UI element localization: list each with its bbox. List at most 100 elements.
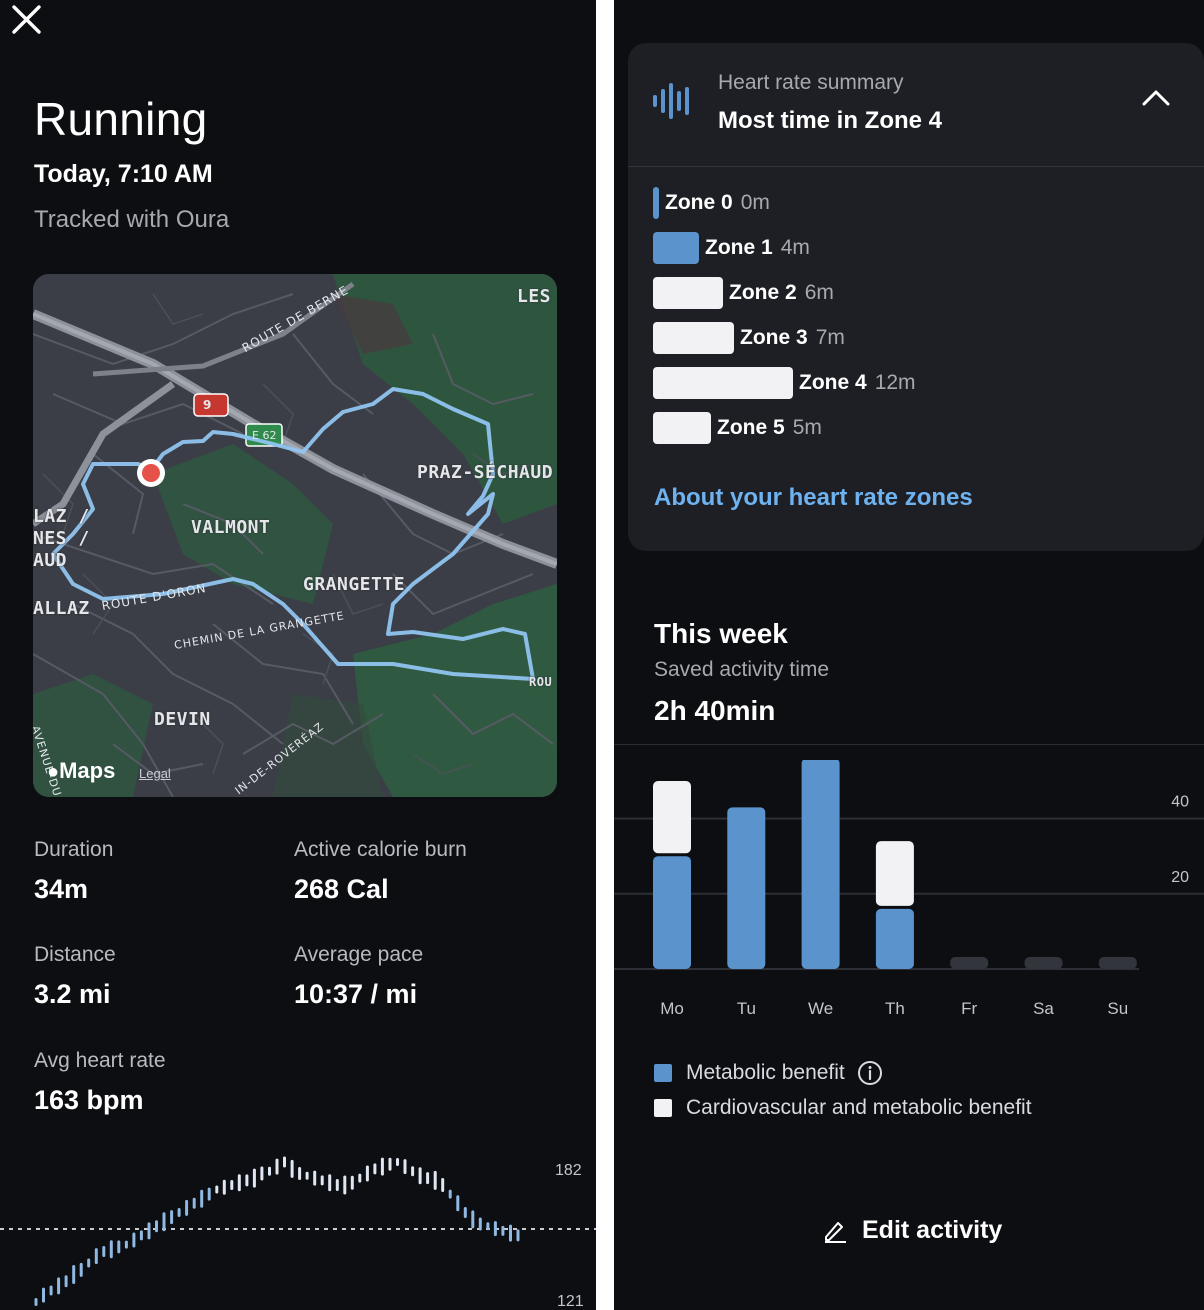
map-place-praz-sechaud: PRAZ-SÉCHAUD: [417, 462, 554, 483]
heart-rate-sample: [448, 1189, 452, 1199]
pencil-icon: [825, 1222, 846, 1243]
heart-rate-sample: [320, 1175, 324, 1186]
zone-time: 12m: [874, 371, 916, 394]
zone-time: 4m: [780, 236, 810, 259]
bar-cardio-mo: [653, 781, 691, 854]
heart-rate-sample: [42, 1287, 45, 1303]
chevron-up-icon[interactable]: [1141, 88, 1171, 108]
heart-rate-sample: [222, 1179, 226, 1195]
bar-metabolic-th: [875, 908, 914, 969]
card-divider: [628, 166, 1204, 167]
heart-rate-summary-title: Heart rate summary: [718, 71, 904, 94]
zone-time: 6m: [804, 281, 834, 304]
heart-rate-chart: [0, 1156, 596, 1306]
tracking-source: Tracked with Oura: [34, 206, 230, 233]
heart-rate-sample: [147, 1222, 151, 1240]
zone-name: Zone 1: [705, 236, 773, 259]
heart-rate-sample: [403, 1159, 407, 1175]
week-subtitle: Saved activity time: [654, 658, 830, 681]
metric-value-duration: 34m: [34, 874, 89, 904]
x-tick-label-we: We: [808, 999, 833, 1018]
map-legal-link[interactable]: Legal: [139, 766, 171, 781]
bar-empty-fr: [950, 957, 989, 969]
zone-name: Zone 3: [740, 326, 808, 349]
map-place-valmont: VALMONT: [191, 517, 271, 538]
heart-rate-min-label: 121: [557, 1293, 584, 1310]
heart-rate-sample: [493, 1221, 497, 1237]
close-button[interactable]: [8, 2, 46, 40]
week-divider: [614, 744, 1204, 745]
heart-rate-sample: [441, 1178, 445, 1192]
edit-activity-button[interactable]: Edit activity: [822, 1210, 1002, 1250]
heart-rate-sample: [463, 1207, 467, 1218]
heart-rate-sample: [433, 1170, 437, 1190]
map-place-aud: AUD: [33, 550, 68, 571]
heart-rate-sample: [471, 1210, 475, 1229]
start-location-pin: [137, 459, 165, 487]
heart-rate-sample: [283, 1156, 286, 1168]
zone-row-5: Zone 5 5m: [653, 412, 822, 444]
map-place-grangette: GRANGETTE: [303, 574, 406, 595]
x-tick-label-fr: Fr: [961, 999, 977, 1018]
heart-rate-sample: [426, 1172, 430, 1185]
map-place-devin: DEVIN: [154, 709, 211, 730]
heart-rate-sample: [396, 1158, 399, 1166]
heart-rate-sample: [313, 1170, 317, 1186]
weekly-activity-chart: 204060MoTuWeThFrSaSu: [614, 760, 1204, 1018]
heart-rate-sample: [139, 1230, 143, 1241]
map-place-nes: NES /: [33, 528, 90, 549]
heart-rate-sample: [456, 1195, 460, 1212]
road-shield-9-label: 9: [203, 398, 212, 412]
heart-rate-zones-link[interactable]: About your heart rate zones: [654, 484, 973, 511]
heart-rate-sample: [200, 1189, 204, 1208]
bar-metabolic-tu: [727, 807, 766, 969]
heart-rate-sample: [162, 1212, 166, 1232]
metric-value-calories: 268 Cal: [294, 874, 389, 904]
heart-rate-sample: [94, 1248, 98, 1265]
page-title: Running: [34, 93, 208, 145]
heart-rate-sample: [373, 1163, 377, 1175]
zone-bar-3: [653, 322, 734, 354]
zone-row-1: Zone 1 4m: [653, 232, 810, 264]
bar-metabolic-we: [801, 760, 840, 969]
heart-rate-sample: [185, 1199, 189, 1216]
zone-row-2: Zone 2 6m: [653, 277, 834, 309]
legend-label: Cardiovascular and metabolic benefit: [686, 1096, 1032, 1119]
heart-rate-sample: [34, 1298, 38, 1306]
zone-time: 5m: [792, 416, 822, 439]
workout-datetime: Today, 7:10 AM: [34, 160, 213, 188]
map-place-allaz: ALLAZ: [33, 598, 90, 619]
x-tick-label-su: Su: [1107, 999, 1128, 1018]
map-canvas: [33, 274, 557, 797]
heart-rate-sample: [275, 1158, 279, 1175]
heart-rate-sample: [109, 1240, 113, 1259]
edit-activity-label: Edit activity: [862, 1215, 1003, 1244]
x-tick-label-tu: Tu: [737, 999, 756, 1018]
heart-rate-sample: [132, 1232, 136, 1248]
bar-metabolic-mo: [653, 856, 691, 969]
heart-rate-sample: [298, 1167, 302, 1180]
road-shield-e62-label: E 62: [252, 429, 277, 442]
route-map[interactable]: LES PRAZ-SÉCHAUD VALMONT GRANGETTE DEVIN…: [33, 274, 557, 797]
heart-rate-sample: [207, 1187, 211, 1201]
heart-rate-sample: [117, 1240, 121, 1254]
heart-rate-sample: [305, 1171, 309, 1180]
zone-name: Zone 4: [799, 371, 867, 394]
y-tick-label: 40: [1171, 794, 1189, 811]
map-place-les: LES: [517, 286, 552, 307]
heart-rate-summary-card: Heart rate summary Most time in Zone 4 Z…: [628, 43, 1204, 551]
apple-logo-icon: ●: [47, 761, 60, 783]
heart-rate-sample: [343, 1175, 347, 1195]
heart-rate-sample: [478, 1217, 482, 1231]
week-title: This week: [654, 618, 788, 649]
heart-rate-wave-icon: [653, 83, 689, 119]
heart-rate-sample: [380, 1157, 384, 1176]
heart-rate-sample: [49, 1285, 53, 1296]
y-tick-label: 20: [1171, 869, 1189, 886]
zone-row-4: Zone 4 12m: [653, 367, 916, 399]
week-total-time: 2h 40min: [654, 695, 776, 726]
heart-rate-sample: [516, 1229, 520, 1242]
close-icon: [12, 5, 41, 34]
metric-label-distance: Distance: [34, 943, 116, 966]
info-icon[interactable]: [857, 1060, 883, 1086]
